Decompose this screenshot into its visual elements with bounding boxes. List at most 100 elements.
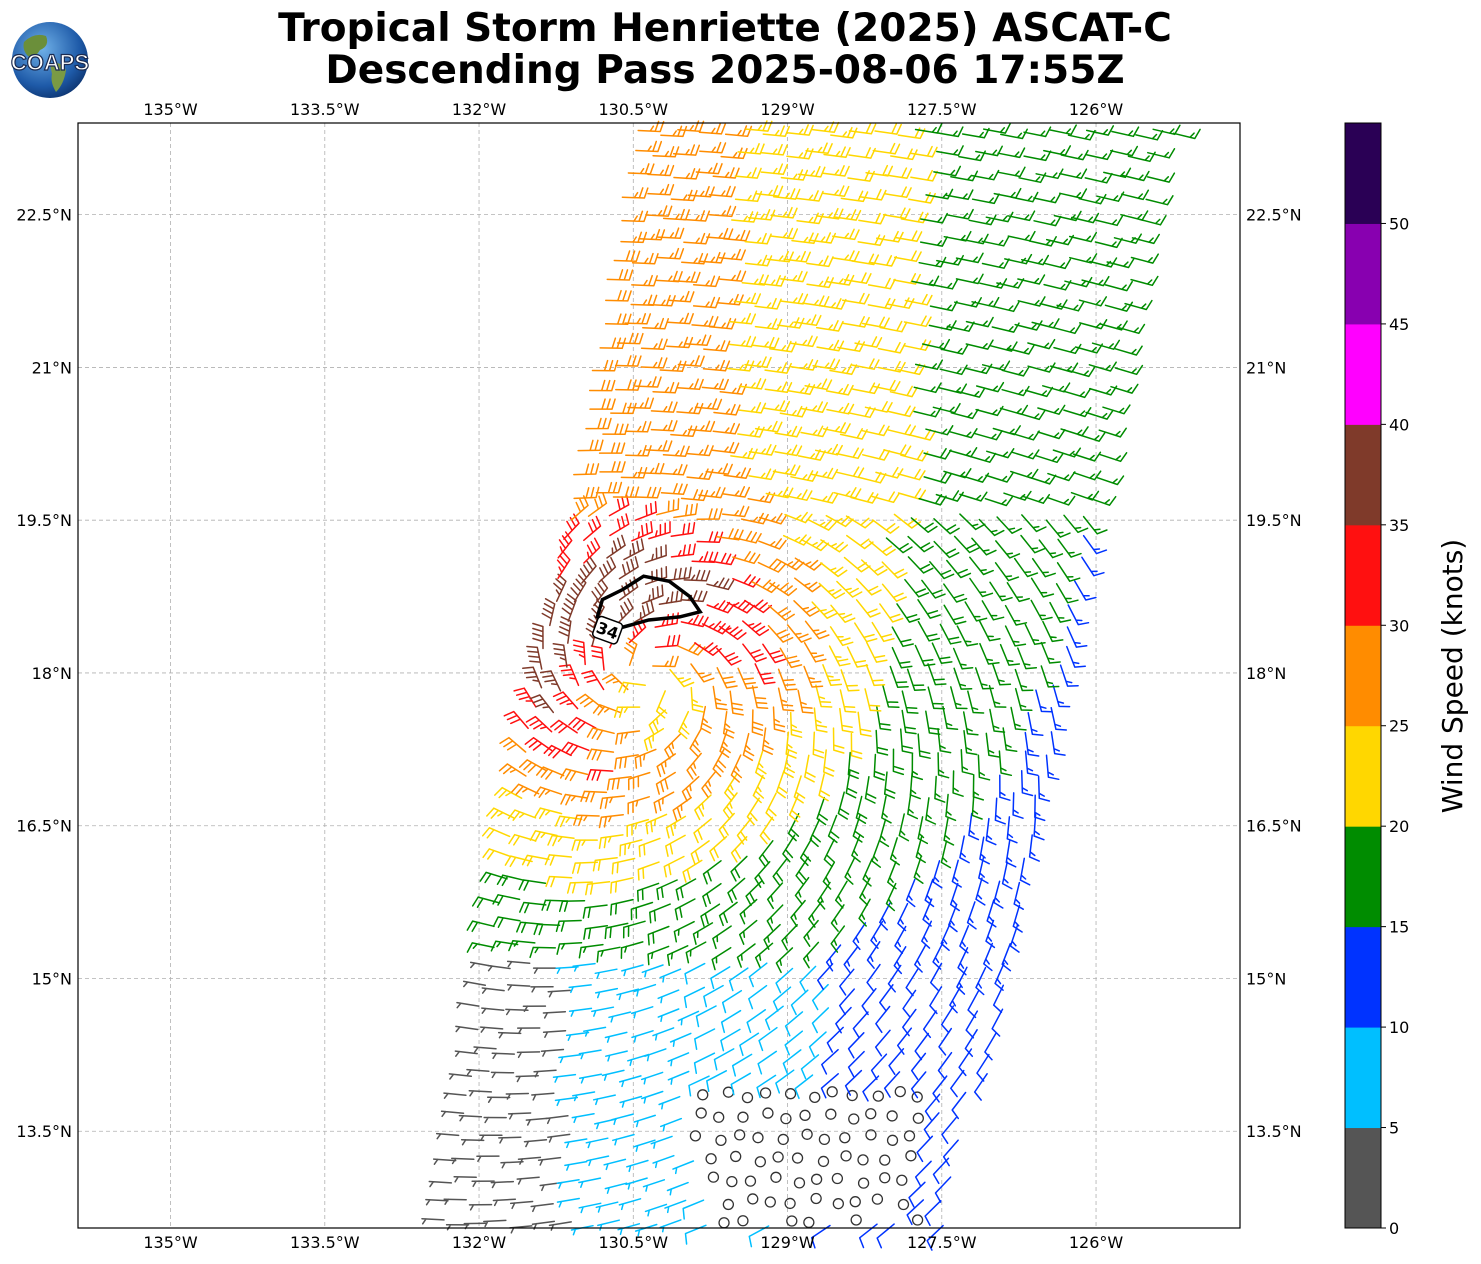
wind-barb <box>786 124 814 136</box>
wind-barb <box>455 1025 479 1033</box>
wind-barb <box>887 964 902 993</box>
wind-barb <box>811 1007 830 1034</box>
wind-barb <box>1030 599 1053 621</box>
wind-barb <box>728 312 757 325</box>
wind-barb <box>686 468 714 480</box>
wind-barb <box>1037 429 1066 440</box>
lon-tick-label-top: 133.5°W <box>290 100 360 119</box>
wind-barb <box>525 715 553 733</box>
wind-barb <box>754 318 783 330</box>
wind-barb <box>766 882 784 910</box>
wind-barb <box>891 626 914 648</box>
wind-barb <box>1111 126 1140 138</box>
wind-barb <box>541 598 556 627</box>
wind-barb <box>991 301 1020 313</box>
wind-barb <box>1001 861 1013 890</box>
colorbar-segment-45-50 <box>1345 223 1381 325</box>
wind-barb <box>1040 665 1060 688</box>
wind-barb <box>905 878 916 908</box>
wind-barb <box>672 144 701 156</box>
wind-barb <box>473 1046 497 1053</box>
wind-barb <box>1098 452 1128 463</box>
wind-barb <box>658 589 684 606</box>
wind-barb <box>815 207 844 220</box>
wind-barb <box>899 728 914 754</box>
wind-barb <box>979 278 1008 289</box>
wind-barb <box>897 488 927 500</box>
calm-wind-marker <box>752 1132 764 1144</box>
wind-barb <box>705 463 733 475</box>
wind-barb <box>775 1069 795 1094</box>
wind-barb <box>1031 557 1056 578</box>
wind-barb <box>754 663 776 685</box>
plot-frame <box>77 122 1241 1229</box>
wind-barb <box>1059 188 1088 199</box>
wind-barb <box>907 791 919 820</box>
wind-barb <box>647 164 675 177</box>
wind-barb <box>829 626 854 647</box>
wind-barb <box>896 1027 913 1055</box>
wind-barb <box>719 729 731 758</box>
wind-barb <box>767 624 794 643</box>
wind-barb <box>881 561 908 579</box>
wind-barb <box>642 1179 666 1192</box>
wind-barb <box>960 472 990 483</box>
wind-barb <box>994 562 1020 582</box>
lon-tick-label-top: 126°W <box>1069 100 1124 119</box>
wind-barb <box>850 732 863 760</box>
wind-barb <box>1102 404 1131 415</box>
wind-barb <box>1130 275 1159 287</box>
wind-barb <box>984 496 1014 507</box>
wind-barb <box>585 417 612 430</box>
lon-tick-label-bottom: 132°W <box>452 1233 507 1252</box>
wind-barb <box>790 899 806 927</box>
wind-barb <box>454 1050 478 1057</box>
wind-barb <box>631 1030 654 1043</box>
wind-barb <box>695 1005 717 1028</box>
wind-barb <box>684 334 712 347</box>
wind-barb <box>568 716 597 731</box>
wind-barb <box>810 492 839 504</box>
wind-barb <box>1091 339 1121 350</box>
wind-barb <box>859 877 871 906</box>
wind-barb <box>1006 582 1030 603</box>
wind-barb <box>481 987 505 994</box>
wind-barb <box>835 1006 852 1034</box>
wind-barb <box>981 258 1010 269</box>
wind-barb <box>772 464 801 477</box>
wind-barb <box>700 705 712 734</box>
wind-barb <box>779 647 803 669</box>
wind-barb <box>1050 731 1066 756</box>
wind-barb <box>703 984 724 1008</box>
wind-barb <box>730 855 748 882</box>
wind-barb <box>850 492 879 504</box>
wind-barb <box>870 920 884 949</box>
wind-barb <box>525 1117 549 1126</box>
wind-barb <box>582 904 608 919</box>
wind-barb <box>652 1027 675 1041</box>
wind-barb <box>736 943 756 968</box>
wind-barb <box>953 667 973 690</box>
wind-barb <box>774 425 803 438</box>
wind-barb <box>529 830 558 842</box>
wind-barb <box>977 754 991 781</box>
wind-barb <box>627 771 651 791</box>
wind-barb <box>698 486 726 499</box>
wind-barb <box>985 732 1000 758</box>
wind-barb <box>752 774 765 804</box>
wind-barb <box>633 600 655 623</box>
wind-barb <box>440 1110 465 1118</box>
wind-barb <box>917 599 941 619</box>
wind-barb <box>568 1007 593 1017</box>
wind-barb <box>672 796 692 821</box>
wind-barb <box>826 1026 844 1053</box>
wind-barb <box>635 140 663 153</box>
wind-barb <box>951 859 962 888</box>
wind-barb <box>730 754 743 783</box>
wind-barb <box>858 1223 878 1249</box>
lat-tick-label-left: 21°N <box>32 358 72 377</box>
wind-barb <box>1014 320 1043 331</box>
wind-barb <box>772 986 792 1012</box>
wind-barb <box>764 1005 784 1031</box>
wind-barb <box>956 625 979 647</box>
